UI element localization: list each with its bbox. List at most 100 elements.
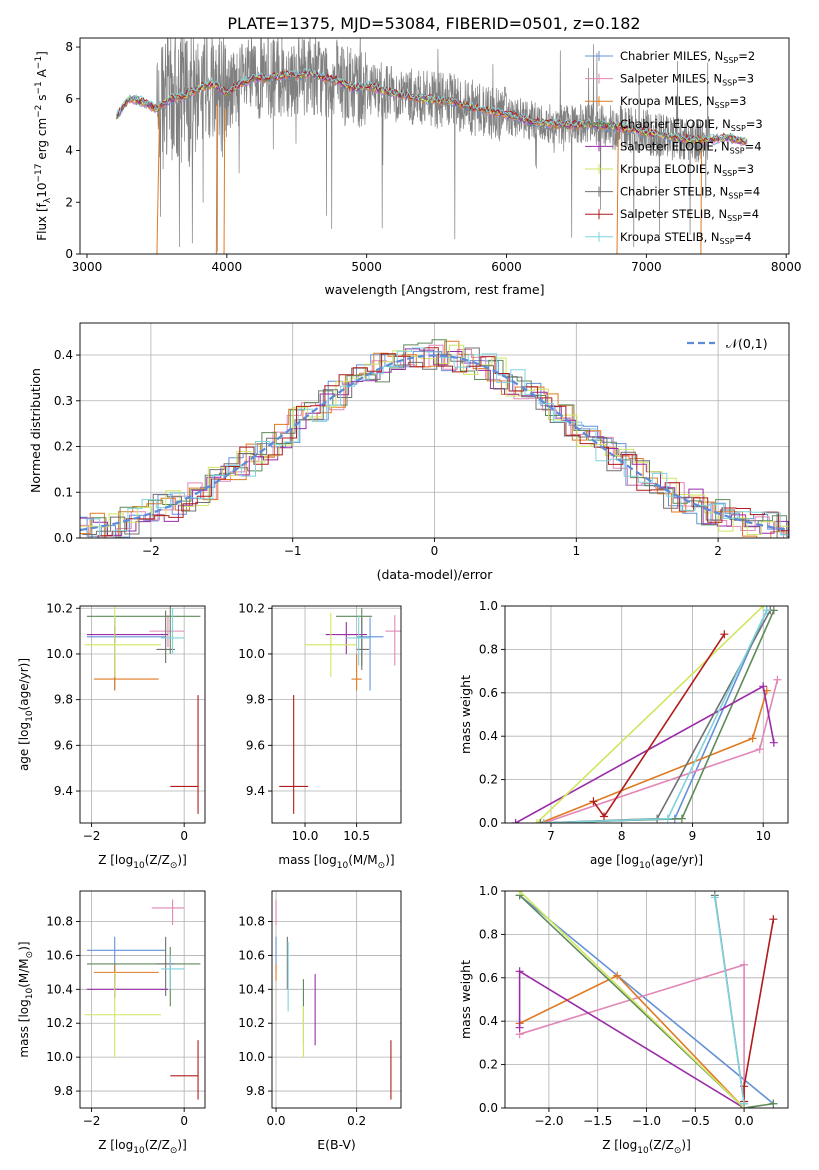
mass-ebv-ytick-label: 10.4 xyxy=(238,982,265,996)
spectrum-ytick-label: 4 xyxy=(65,144,73,158)
age-z-grid xyxy=(80,606,205,823)
age-mass-border xyxy=(271,605,402,824)
weight-z-xlabel: Z [log10(Z/Z⊙)] xyxy=(602,1138,691,1156)
weight-z-xtick-label: −2.0 xyxy=(534,1114,563,1128)
mass-z-errorbar-1 xyxy=(151,899,185,925)
weight-age-marker-5 xyxy=(532,819,541,823)
age-z-errorbar-7 xyxy=(170,695,199,814)
weight-age-ytick-label: 0.8 xyxy=(479,642,498,656)
weight-z-xtick-label: −1.0 xyxy=(632,1114,661,1128)
weight-age-series-5 xyxy=(536,606,764,823)
mass-z-ytick-label: 9.8 xyxy=(54,1084,73,1098)
weight-age-marker-8 xyxy=(663,814,672,823)
weight-age-marker-8 xyxy=(762,606,771,615)
spectrum-ytick-label: 0 xyxy=(65,247,73,261)
weight-z-xtick-label: −0.5 xyxy=(681,1114,710,1128)
weight-age-marker-2 xyxy=(748,734,757,743)
residual-hist-6 xyxy=(82,347,789,538)
weight-z-series-8 xyxy=(714,897,745,1104)
age-mass-ytick-label: 9.6 xyxy=(246,738,265,752)
age-mass-errorbar-7 xyxy=(279,695,309,814)
weight-age-marker-1 xyxy=(755,745,764,754)
weight-age-marker-3 xyxy=(677,814,686,823)
legend-label-4: Salpeter ELODIE, NSSP=4 xyxy=(620,139,762,155)
age-mass-ytick-label: 9.8 xyxy=(246,693,265,707)
weight-z-frame: −2.0 −1.5 −1.0 −0.5 0.0 0.0 0.2 0.4 0.6 0.8 1.0 xyxy=(479,884,789,1128)
mass-z-xtick-label: 0 xyxy=(180,1114,188,1128)
weight-age-xtick-label: 8 xyxy=(618,829,626,843)
spectrum-xtick-label: 5000 xyxy=(351,260,382,274)
legend-label-5: Kroupa ELODIE, NSSP=3 xyxy=(620,162,754,178)
weight-z-lines xyxy=(515,891,778,1108)
residuals-ytick-label: 0.2 xyxy=(54,440,73,454)
age-z-ylabel: age [log10(age/yr)] xyxy=(17,658,35,771)
weight-age-ytick-label: 0.4 xyxy=(479,729,498,743)
age-mass-ytick-label: 9.4 xyxy=(246,784,265,798)
weight-age-frame: 7 8 9 10 0.0 0.2 0.4 0.6 0.8 1.0 xyxy=(479,599,789,843)
weight-age-ytick-label: 0.6 xyxy=(479,686,498,700)
mass-z-frame: −2 0 9.8 10.0 10.2 10.4 10.6 10.8 xyxy=(46,890,206,1128)
spectrum-ytick-label: 2 xyxy=(65,195,73,209)
mass-ebv-xlabel: E(B-V) xyxy=(317,1137,356,1152)
age-z-ytick-label: 9.6 xyxy=(54,738,73,752)
age-mass-ytick-label: 10.2 xyxy=(238,601,265,615)
weight-age-marker-4 xyxy=(759,682,768,691)
mass-z-errorbar-4 xyxy=(86,974,168,998)
age-z-border xyxy=(79,605,206,824)
residuals-xlabel: (data-model)/error xyxy=(377,567,494,582)
spectrum-xtick-label: 4000 xyxy=(212,260,243,274)
residuals-ytick-label: 0.3 xyxy=(54,394,73,408)
mass-z-errorbar-3 xyxy=(86,946,201,1007)
weight-z-ytick-label: 0.8 xyxy=(479,927,498,941)
weight-z-marker-3 xyxy=(769,1099,778,1108)
age-mass-grid xyxy=(272,606,401,823)
mass-z-points xyxy=(84,899,201,1100)
weight-age-lines xyxy=(511,606,782,823)
age-z-ytick-label: 9.8 xyxy=(54,693,73,707)
residuals-xtick-label: 0 xyxy=(431,544,439,558)
spectrum-data-line xyxy=(116,38,748,252)
weight-z-ytick-label: 0.6 xyxy=(479,971,498,985)
age-z-xtick-label: 0 xyxy=(180,829,188,843)
legend-label-3: Chabrier ELODIE, NSSP=3 xyxy=(620,117,763,133)
weight-z-ylabel: mass weight xyxy=(458,960,473,1039)
age-z-errorbar-3 xyxy=(86,606,201,654)
mass-z-ytick-label: 10.0 xyxy=(46,1050,73,1064)
age-mass-errorbar-5 xyxy=(305,612,357,677)
mass-z-errorbar-7 xyxy=(170,1040,199,1100)
weight-age-marker-7 xyxy=(589,797,598,806)
spectrum-xtick-label: 6000 xyxy=(491,260,522,274)
spectrum-xtick-label: 8000 xyxy=(771,260,802,274)
mass-z-errorbar-2 xyxy=(93,963,159,981)
mass-ebv-ytick-label: 10.0 xyxy=(238,1050,265,1064)
spectrum-border xyxy=(79,37,790,255)
weight-age-xlabel: age [log10(age/yr)] xyxy=(590,853,703,871)
residuals-ylabel: Normed distribution xyxy=(28,368,43,493)
mass-z-xtick-label: −2 xyxy=(83,1114,101,1128)
weight-age-marker-7 xyxy=(720,630,729,639)
residuals-xtick-label: 2 xyxy=(714,544,722,558)
spectrum-xlabel: wavelength [Angstrom, rest frame] xyxy=(324,282,544,297)
mass-ebv-grid xyxy=(272,891,401,1108)
weight-age-marker-1 xyxy=(773,675,782,684)
spectrum-model-6 xyxy=(115,68,746,143)
weight-age-series-3 xyxy=(543,609,775,823)
weight-age-marker-4 xyxy=(511,819,520,823)
spectrum-frame: 3000 4000 5000 6000 7000 8000 0 2 4 6 8 xyxy=(65,37,802,274)
weight-age-series-8 xyxy=(543,609,768,823)
spectrum-legend: Chabrier MILES, NSSP=2 Salpeter MILES, NS… xyxy=(585,49,763,246)
weight-z-ytick-label: 1.0 xyxy=(479,884,498,898)
residuals-xtick-label: −1 xyxy=(284,544,302,558)
weight-z-series-7 xyxy=(743,919,775,1102)
weight-age-xtick-label: 10 xyxy=(756,829,771,843)
residuals-hists xyxy=(80,339,789,538)
age-z-errorbar-1 xyxy=(149,615,185,648)
mass-z-errorbar-6 xyxy=(156,936,175,997)
weight-z-marker-1 xyxy=(740,960,749,969)
residuals-xtick-label: 1 xyxy=(572,544,580,558)
age-z-errorbar-2 xyxy=(93,653,159,691)
age-z-errorbar-8 xyxy=(161,608,185,654)
mass-ebv-ytick-label: 9.8 xyxy=(246,1084,265,1098)
weight-z-ytick-label: 0.2 xyxy=(479,1058,498,1072)
age-mass-errorbar-0 xyxy=(356,617,384,691)
